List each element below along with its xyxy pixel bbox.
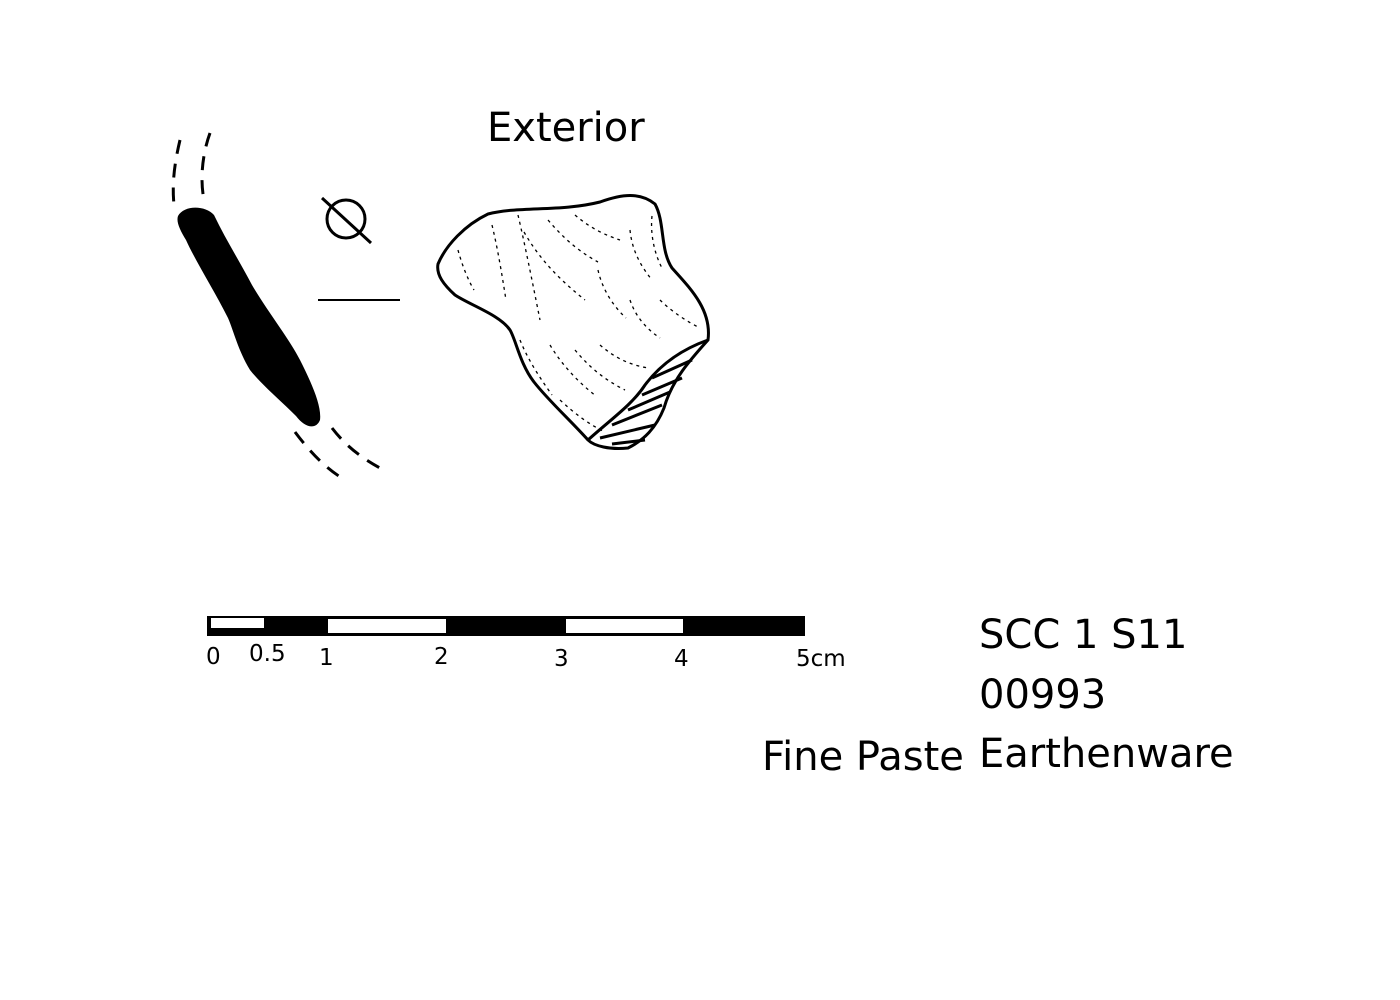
scale-tick-label: 4 — [674, 646, 689, 672]
scale-tick-label: 1 — [319, 645, 334, 671]
view-title: Exterior — [487, 105, 645, 151]
scale-segment-1-2 — [328, 619, 446, 633]
scale-tick-label: 0.5 — [249, 641, 286, 667]
profile-projection-bottom — [293, 427, 381, 482]
scale-tick-label: 2 — [434, 644, 449, 670]
scale-tick-label: 0 — [206, 644, 221, 670]
surface-texture — [457, 214, 701, 433]
scale-tick-label: 3 — [554, 646, 569, 672]
exterior-view-sherd — [436, 194, 710, 450]
scale-tick-label: 5cm — [796, 646, 846, 672]
scale-bar — [207, 616, 805, 636]
catalog-number: 00993 — [979, 672, 1107, 718]
site-code: SCC 1 S11 — [979, 612, 1188, 658]
fabric-type: Fine Paste — [762, 734, 964, 780]
diameter-symbol — [320, 196, 373, 245]
break-edge-hatching — [586, 338, 709, 446]
ware-type: Earthenware — [979, 731, 1234, 777]
scale-segment-3-4 — [566, 619, 683, 633]
profile-section — [177, 207, 321, 427]
scale-segment-0-05 — [211, 618, 264, 628]
profile-projection-top — [171, 132, 212, 206]
